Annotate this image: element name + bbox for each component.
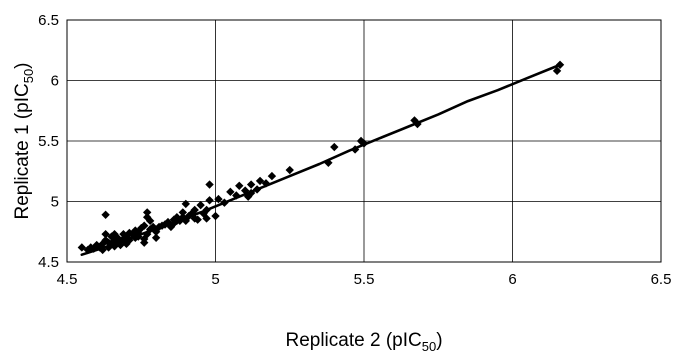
- data-point: [125, 236, 134, 245]
- data-point: [92, 240, 101, 250]
- data-point: [214, 194, 223, 204]
- y-tick-label: 5.5: [38, 133, 59, 150]
- x-tick-labels: 4.5 5 5.5 6 6.5: [57, 271, 672, 288]
- data-point: [196, 200, 205, 210]
- data-point: [220, 198, 229, 207]
- x-axis-title: Replicate 2 (pIC50): [285, 330, 442, 352]
- data-point: [555, 60, 565, 69]
- y-tick-label: 4.5: [38, 254, 59, 271]
- data-point: [226, 187, 235, 197]
- x-tick-label: 4.5: [57, 271, 78, 288]
- data-point: [285, 165, 294, 175]
- y-tick-label: 6: [51, 73, 59, 90]
- y-axis-title: Replicate 1 (pIC50): [12, 62, 36, 219]
- data-point: [140, 221, 149, 230]
- data-point: [359, 139, 369, 148]
- data-point: [142, 208, 152, 217]
- x-tick-label: 5.5: [354, 271, 375, 288]
- data-point: [151, 233, 161, 242]
- data-point: [89, 244, 98, 253]
- data-point: [190, 205, 199, 215]
- data-point: [205, 180, 214, 189]
- data-point: [552, 66, 562, 76]
- data-point: [350, 145, 360, 154]
- data-point: [145, 216, 155, 226]
- data-point: [107, 232, 116, 241]
- data-point: [413, 119, 422, 129]
- data-point: [134, 232, 143, 241]
- data-point: [267, 171, 277, 181]
- data-point: [324, 158, 333, 167]
- plot-area: [66, 19, 662, 263]
- y-tick-label: 6.5: [38, 12, 59, 29]
- data-point: [178, 208, 188, 217]
- data-point: [330, 142, 339, 152]
- data-points: [77, 60, 565, 255]
- data-point: [246, 180, 256, 189]
- data-point: [356, 136, 366, 146]
- data-point: [202, 214, 211, 223]
- data-point: [193, 215, 202, 224]
- data-point: [101, 236, 110, 245]
- data-point: [202, 205, 211, 215]
- x-tick-label: 5: [211, 271, 219, 288]
- data-point: [181, 199, 190, 209]
- x-tick-label: 6: [508, 271, 516, 288]
- data-point: [246, 188, 256, 198]
- y-tick-labels: 4.5 5 5.5 6 6.5: [38, 12, 59, 271]
- x-tick-label: 6.5: [651, 271, 672, 288]
- y-tick-label: 5: [51, 194, 59, 211]
- data-point: [235, 181, 244, 190]
- data-point: [252, 185, 262, 194]
- data-point: [232, 191, 241, 200]
- data-point: [101, 210, 110, 220]
- data-point: [205, 196, 214, 205]
- data-point: [211, 211, 220, 221]
- data-point: [110, 236, 119, 245]
- data-point: [122, 232, 131, 241]
- data-point: [261, 179, 271, 188]
